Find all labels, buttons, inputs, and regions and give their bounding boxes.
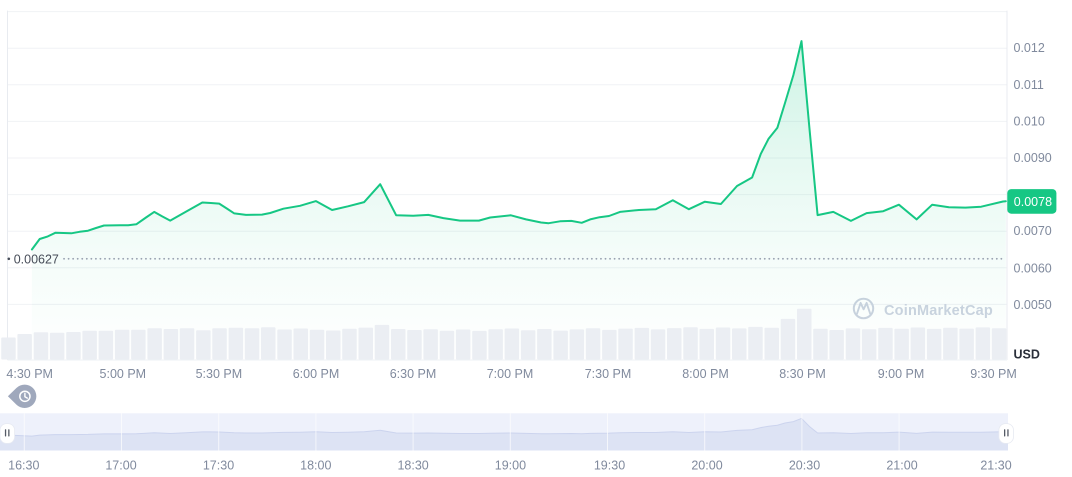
svg-text:6:30 PM: 6:30 PM — [390, 367, 437, 381]
svg-text:0.0070: 0.0070 — [1014, 224, 1052, 238]
svg-text:4:30 PM: 4:30 PM — [6, 367, 53, 381]
svg-text:9:30 PM: 9:30 PM — [970, 367, 1017, 381]
svg-text:7:30 PM: 7:30 PM — [585, 367, 632, 381]
svg-text:17:30: 17:30 — [203, 458, 234, 472]
svg-text:0.012: 0.012 — [1014, 41, 1045, 55]
svg-text:8:30 PM: 8:30 PM — [779, 367, 826, 381]
svg-text:USD: USD — [1014, 348, 1040, 362]
svg-text:0.0090: 0.0090 — [1014, 151, 1052, 165]
svg-text:0.010: 0.010 — [1014, 114, 1045, 128]
svg-text:5:30 PM: 5:30 PM — [196, 367, 243, 381]
svg-text:16:30: 16:30 — [8, 458, 39, 472]
svg-text:19:00: 19:00 — [495, 458, 526, 472]
svg-text:8:00 PM: 8:00 PM — [682, 367, 729, 381]
svg-text:19:30: 19:30 — [594, 458, 625, 472]
svg-text:17:00: 17:00 — [105, 458, 136, 472]
svg-text:6:00 PM: 6:00 PM — [293, 367, 340, 381]
svg-text:20:30: 20:30 — [789, 458, 820, 472]
svg-text:0.011: 0.011 — [1014, 78, 1044, 92]
svg-text:0.0078: 0.0078 — [1014, 195, 1052, 209]
svg-text:21:00: 21:00 — [886, 458, 917, 472]
svg-text:21:30: 21:30 — [980, 458, 1011, 472]
svg-text:9:00 PM: 9:00 PM — [878, 367, 925, 381]
svg-text:0.00627: 0.00627 — [14, 253, 59, 267]
svg-text:0.0060: 0.0060 — [1014, 262, 1052, 276]
svg-text:7:00 PM: 7:00 PM — [487, 367, 534, 381]
svg-text:18:00: 18:00 — [300, 458, 331, 472]
svg-text:18:30: 18:30 — [397, 458, 428, 472]
svg-text:0.0050: 0.0050 — [1014, 298, 1052, 312]
svg-text:20:00: 20:00 — [691, 458, 722, 472]
svg-text:5:00 PM: 5:00 PM — [100, 367, 147, 381]
